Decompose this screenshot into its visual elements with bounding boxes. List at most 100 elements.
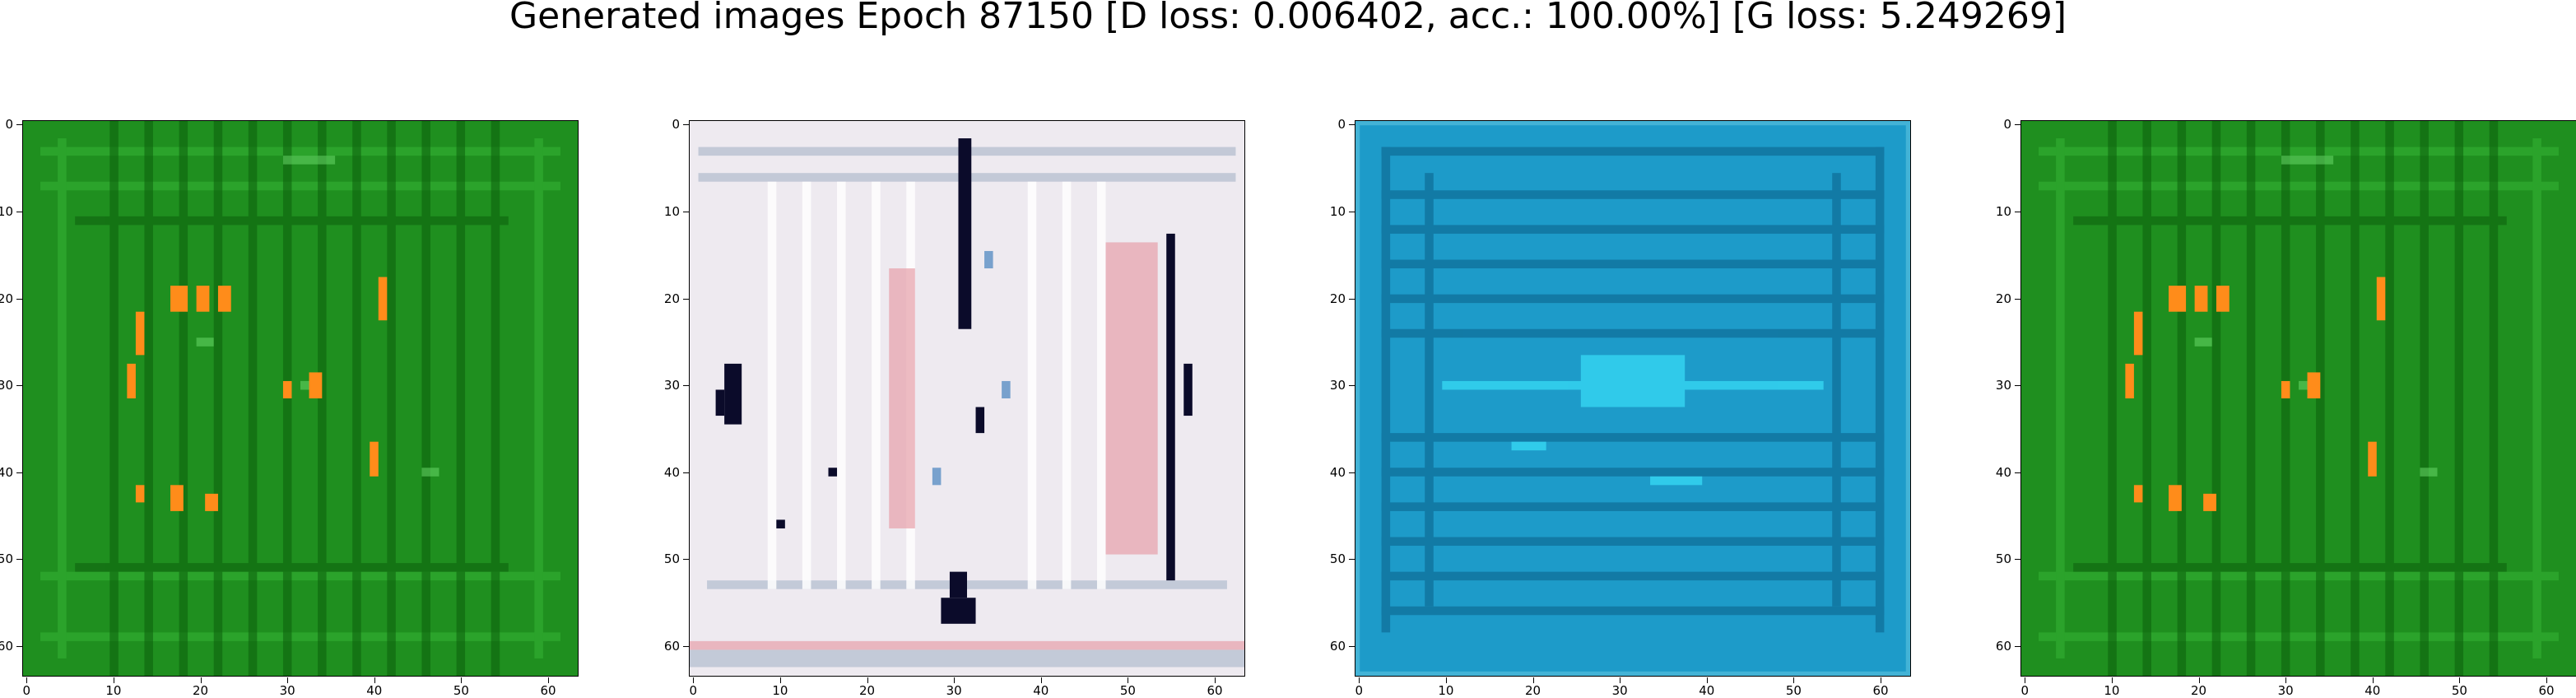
y-tick-label: 20 (1329, 291, 1346, 306)
figure-title: Generated images Epoch 87150 [D loss: 0.… (509, 0, 2067, 37)
x-tick-label: 0 (1355, 683, 1364, 698)
x-tick-label: 0 (689, 683, 698, 698)
x-tick-label: 40 (1699, 683, 1715, 698)
generated-image-3 (1355, 120, 1911, 677)
x-tick-mark (954, 677, 956, 683)
y-tick-mark (1349, 124, 1355, 126)
generated-image-2 (689, 120, 1245, 677)
x-tick-mark (2372, 677, 2374, 683)
x-tick-label: 20 (2190, 683, 2207, 698)
x-tick-mark (1040, 677, 1042, 683)
y-tick-label: 50 (0, 551, 13, 567)
generated-image-1 (22, 120, 579, 677)
y-tick-mark (1349, 298, 1355, 300)
y-tick-mark (16, 559, 22, 561)
y-tick-mark (2015, 385, 2020, 387)
y-tick-label: 50 (663, 551, 680, 567)
x-tick-label: 30 (1611, 683, 1628, 698)
y-tick-mark (16, 298, 22, 300)
y-tick-label: 40 (1329, 464, 1346, 480)
y-tick-label: 0 (5, 117, 13, 133)
x-tick-label: 60 (2538, 683, 2555, 698)
x-tick-mark (2546, 677, 2548, 683)
x-tick-label: 20 (858, 683, 876, 698)
y-tick-label: 60 (1329, 639, 1346, 654)
y-tick-label: 0 (1337, 117, 1346, 133)
y-tick-mark (16, 472, 22, 473)
y-tick-mark (16, 646, 22, 648)
y-tick-label: 60 (663, 639, 680, 654)
y-tick-label: 20 (1995, 291, 2011, 306)
y-tick-label: 20 (0, 291, 13, 306)
y-tick-label: 30 (663, 378, 680, 393)
y-tick-mark (2015, 124, 2020, 126)
image-green-noise-2 (2021, 121, 2576, 676)
x-tick-label: 0 (22, 683, 31, 698)
y-tick-mark (1349, 559, 1355, 561)
y-tick-mark (2015, 472, 2020, 473)
y-tick-mark (2015, 298, 2020, 300)
y-tick-mark (683, 385, 689, 387)
image-green-noise (23, 121, 578, 676)
generated-image-4 (2020, 120, 2576, 677)
x-tick-mark (1445, 677, 1447, 683)
y-tick-label: 30 (1329, 378, 1346, 393)
x-tick-mark (2111, 677, 2113, 683)
y-tick-label: 40 (663, 464, 680, 480)
y-tick-mark (683, 559, 689, 561)
x-tick-label: 50 (2451, 683, 2467, 698)
x-tick-mark (1359, 677, 1360, 683)
y-tick-mark (2015, 559, 2020, 561)
x-tick-mark (548, 677, 550, 683)
x-tick-label: 60 (540, 683, 556, 698)
x-tick-mark (2459, 677, 2461, 683)
image-white-noise (690, 121, 1244, 676)
y-tick-label: 0 (2003, 117, 2011, 133)
x-tick-label: 60 (1207, 683, 1223, 698)
x-tick-label: 10 (2104, 683, 2120, 698)
x-tick-mark (2285, 677, 2287, 683)
y-tick-mark (683, 298, 689, 300)
x-tick-mark (1215, 677, 1216, 683)
y-tick-label: 50 (1995, 551, 2011, 567)
x-tick-label: 40 (2364, 683, 2381, 698)
y-tick-label: 10 (663, 203, 680, 219)
x-tick-mark (461, 677, 463, 683)
y-tick-label: 0 (672, 117, 680, 133)
y-tick-mark (2015, 646, 2020, 648)
x-tick-mark (287, 677, 289, 683)
y-tick-mark (1349, 385, 1355, 387)
y-tick-mark (16, 124, 22, 126)
y-tick-mark (683, 124, 689, 126)
x-tick-mark (779, 677, 781, 683)
x-tick-label: 40 (366, 683, 383, 698)
x-tick-label: 50 (1785, 683, 1802, 698)
x-tick-mark (867, 677, 868, 683)
x-tick-label: 10 (772, 683, 788, 698)
x-tick-label: 30 (946, 683, 962, 698)
x-tick-label: 20 (192, 683, 209, 698)
x-tick-mark (1706, 677, 1708, 683)
y-tick-mark (1349, 646, 1355, 648)
y-tick-label: 40 (0, 464, 13, 480)
y-tick-label: 60 (1995, 639, 2011, 654)
x-tick-label: 50 (1119, 683, 1136, 698)
y-tick-label: 10 (1329, 203, 1346, 219)
y-tick-label: 60 (0, 639, 13, 654)
x-tick-mark (374, 677, 375, 683)
x-tick-label: 30 (279, 683, 295, 698)
x-tick-label: 0 (2020, 683, 2030, 698)
x-tick-label: 30 (2277, 683, 2294, 698)
x-tick-mark (200, 677, 202, 683)
x-tick-mark (693, 677, 695, 683)
y-tick-label: 20 (663, 291, 680, 306)
y-tick-mark (683, 646, 689, 648)
x-tick-mark (1532, 677, 1534, 683)
x-tick-mark (2198, 677, 2200, 683)
x-tick-label: 50 (453, 683, 469, 698)
image-cyan-stripes (1355, 121, 1910, 676)
y-tick-label: 50 (1329, 551, 1346, 567)
x-tick-mark (1793, 677, 1795, 683)
y-tick-mark (1349, 472, 1355, 473)
x-tick-label: 40 (1033, 683, 1049, 698)
